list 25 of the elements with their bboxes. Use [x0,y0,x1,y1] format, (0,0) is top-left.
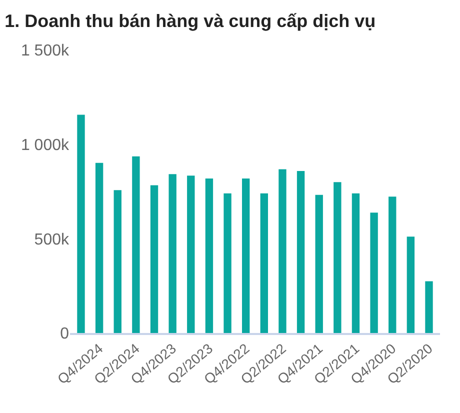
bar [168,174,176,333]
bar [315,194,323,333]
bar [77,114,85,333]
chart-title: 1. Doanh thu bán hàng và cung cấp dịch vụ [4,11,376,32]
bar [352,193,360,333]
bar [425,281,433,333]
bar [150,185,158,333]
bar [114,190,122,333]
bar [95,162,104,333]
bar [260,193,268,333]
bar [406,236,415,333]
bar [132,156,140,333]
bar [296,170,305,333]
bar [224,193,232,333]
bar [370,212,378,333]
bar [278,169,286,333]
y-tick-label: 1 500k [20,42,70,60]
bar [205,178,214,333]
bar [388,196,396,333]
y-tick-label: 500k [34,231,70,248]
bar [187,176,195,333]
bar [242,178,250,333]
bar [334,182,342,333]
y-tick-label: 1 000k [20,136,70,154]
y-tick-label: 0 [60,326,70,343]
